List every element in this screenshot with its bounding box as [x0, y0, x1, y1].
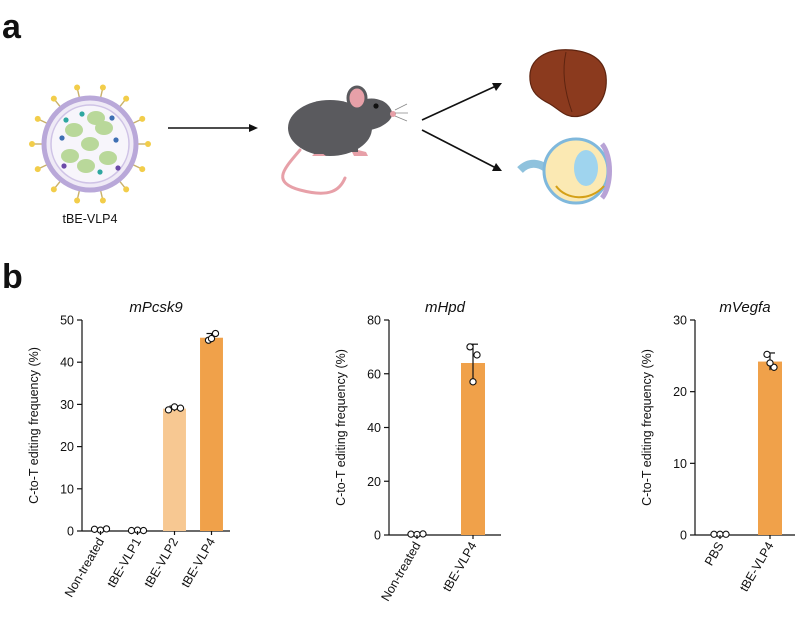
vlp-spike-tip	[99, 197, 106, 204]
chart-title: mHpd	[425, 299, 466, 316]
data-point	[469, 378, 477, 386]
y-tick-label: 30	[673, 314, 687, 328]
x-tick-label: Non-treated	[378, 539, 423, 603]
vlp-cargo	[113, 137, 119, 143]
vlp-protein	[95, 121, 113, 135]
vlp-cargo	[109, 115, 115, 121]
vlp-spike-tip	[145, 141, 151, 147]
data-point	[473, 351, 481, 359]
x-tick-label: tBE-VLP2	[142, 535, 182, 590]
data-point	[211, 329, 220, 338]
y-tick-label: 40	[367, 421, 381, 435]
chart-mhpd: mHpd C-to-T editing frequency (%) 0 20 40 60 8…	[334, 299, 501, 604]
vlp-spike-tip	[34, 166, 41, 173]
vlp-label: tBE-VLP4	[63, 212, 118, 226]
mouse-icon	[281, 85, 408, 195]
y-tick-label: 10	[673, 457, 687, 471]
arrow-to-eye-icon	[421, 129, 502, 171]
y-axis-label: C-to-T editing frequency (%)	[27, 347, 41, 504]
vlp-cargo	[79, 111, 85, 117]
vlp-spike-tip	[50, 186, 57, 193]
y-tick-label: 10	[60, 482, 74, 496]
data-point	[170, 403, 179, 411]
vlp-spike-tip	[139, 115, 146, 122]
chart-title: mVegfa	[719, 299, 770, 316]
y-tick-label: 20	[673, 385, 687, 399]
y-tick-label: 0	[680, 529, 687, 543]
data-point	[763, 350, 771, 359]
vlp-protein	[65, 123, 83, 137]
bar	[163, 408, 186, 531]
chart-mvegfa: mVegfa C-to-T editing frequency (%) 0 10 20 3…	[640, 299, 795, 594]
vlp-illustration	[29, 84, 151, 204]
liver-icon	[529, 49, 607, 118]
vlp-protein	[81, 137, 99, 151]
arrow-to-mouse-icon	[168, 124, 258, 132]
chart-mpcsk9: mPcsk9 C-to-T editing frequency (%) 0 10 20 3…	[27, 299, 230, 600]
vlp-cargo	[115, 165, 121, 171]
data-point	[722, 530, 730, 538]
panel-b-letter: b	[2, 258, 23, 296]
y-tick-label: 80	[367, 314, 381, 328]
y-tick-label: 40	[60, 356, 74, 370]
chart-title: mPcsk9	[129, 299, 183, 316]
data-point	[710, 530, 718, 538]
vlp-spike-tip	[99, 84, 106, 91]
vlp-cargo	[97, 169, 103, 175]
vlp-spike-tip	[50, 95, 57, 102]
vlp-cargo	[61, 163, 67, 169]
y-tick-label: 30	[60, 398, 74, 412]
vlp-spike-tip	[74, 84, 81, 91]
vlp-spike-tip	[123, 95, 130, 102]
vlp-cargo	[59, 135, 65, 141]
y-axis-label: C-to-T editing frequency (%)	[334, 349, 348, 506]
x-tick-label: tBE-VLP1	[105, 535, 145, 590]
x-tick-label: PBS	[702, 540, 727, 569]
vlp-protein	[77, 159, 95, 173]
vlp-spike-tip	[29, 141, 35, 147]
data-point	[102, 525, 111, 533]
bar	[758, 361, 782, 535]
vlp-spike-tip	[123, 186, 130, 193]
panel-a-letter: a	[2, 8, 22, 46]
data-point	[407, 530, 415, 538]
y-tick-label: 50	[60, 314, 74, 328]
x-tick-label: Non-treated	[62, 535, 107, 599]
x-tick-label: tBE-VLP4	[440, 539, 480, 594]
data-point	[466, 343, 474, 351]
y-tick-label: 0	[67, 525, 74, 539]
y-tick-label: 20	[60, 440, 74, 454]
y-axis-label: C-to-T editing frequency (%)	[640, 349, 654, 506]
vlp-spike-tip	[139, 166, 146, 173]
vlp-cargo	[63, 117, 69, 123]
x-tick-label: tBE-VLP4	[737, 539, 777, 594]
data-point	[127, 526, 136, 535]
bar	[200, 337, 223, 531]
arrow-to-liver-icon	[421, 83, 502, 121]
data-point	[419, 530, 427, 538]
vlp-spike-tip	[74, 197, 81, 204]
data-point	[164, 406, 173, 414]
data-point	[766, 359, 774, 367]
data-point	[207, 334, 216, 343]
x-tick-label: tBE-VLP4	[179, 535, 219, 590]
data-point	[90, 525, 99, 533]
data-point	[176, 404, 185, 412]
vlp-protein	[99, 151, 117, 165]
data-point	[139, 526, 148, 535]
vlp-protein	[61, 149, 79, 163]
y-tick-label: 60	[367, 367, 381, 381]
y-tick-label: 0	[374, 529, 381, 543]
y-tick-label: 20	[367, 475, 381, 489]
vlp-protein	[87, 111, 105, 125]
vlp-spike-tip	[34, 115, 41, 122]
bar	[461, 363, 485, 535]
eye-icon	[517, 137, 612, 205]
data-point	[770, 363, 778, 371]
